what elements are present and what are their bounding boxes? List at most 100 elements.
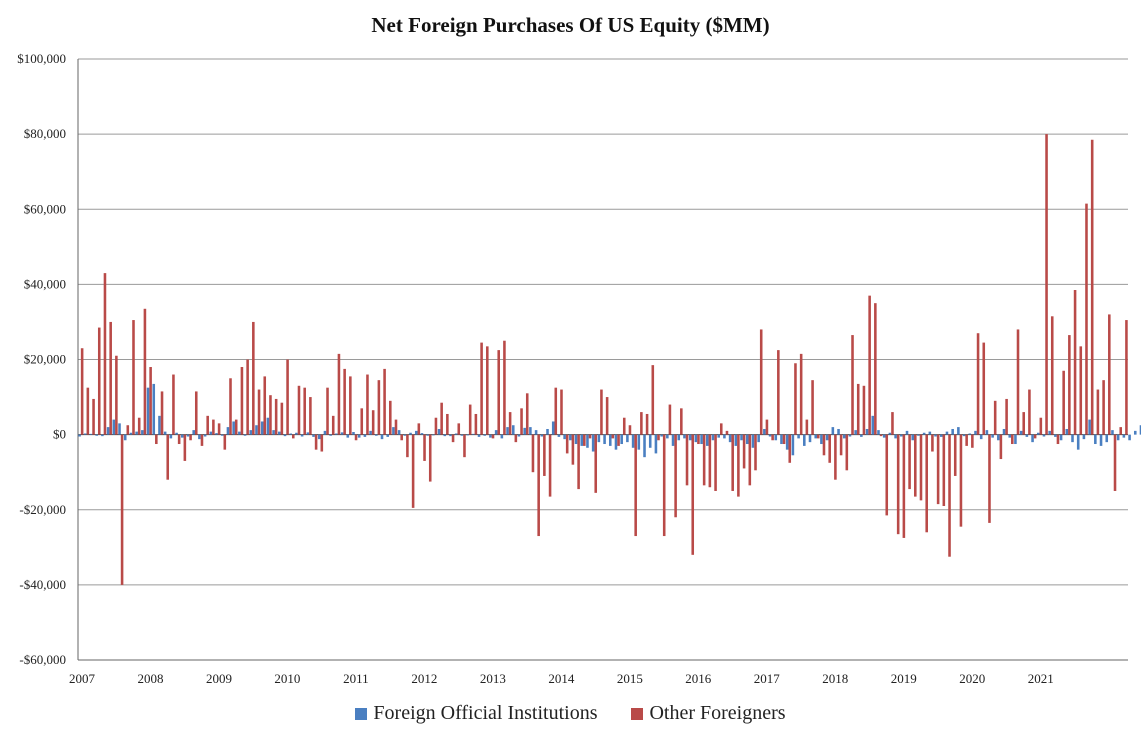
bar-foreign-official xyxy=(1054,434,1057,437)
bar-other-foreigners xyxy=(794,363,797,435)
bar-foreign-official xyxy=(511,425,515,435)
bar-foreign-official xyxy=(597,434,601,443)
chart-title: Net Foreign Purchases Of US Equity ($MM) xyxy=(371,13,770,37)
bar-foreign-official xyxy=(808,434,812,443)
bar-other-foreigners xyxy=(343,368,346,435)
bar-other-foreigners xyxy=(371,410,375,435)
bar-other-foreigners xyxy=(1033,434,1037,439)
bar-foreign-official xyxy=(745,434,749,445)
bar-foreign-official xyxy=(1048,430,1051,435)
bar-other-foreigners xyxy=(742,434,746,469)
bar-other-foreigners xyxy=(486,346,489,435)
bar-other-foreigners xyxy=(697,434,700,445)
bar-other-foreigners xyxy=(771,434,774,441)
bar-foreign-official xyxy=(472,433,475,435)
bar-other-foreigners xyxy=(583,434,586,446)
bar-foreign-official xyxy=(569,434,572,441)
bar-foreign-official xyxy=(249,430,253,435)
x-tick-label: 2018 xyxy=(822,671,848,686)
bar-other-foreigners xyxy=(845,434,849,471)
bar-other-foreigners xyxy=(1108,314,1111,435)
bar-other-foreigners xyxy=(651,365,655,435)
bar-other-foreigners xyxy=(508,412,512,435)
bar-foreign-official xyxy=(106,427,110,435)
bar-other-foreigners xyxy=(337,353,341,435)
bar-foreign-official xyxy=(198,434,201,440)
bar-other-foreigners xyxy=(474,413,478,435)
bar-other-foreigners xyxy=(491,434,495,439)
bar-other-foreigners xyxy=(805,419,809,435)
y-tick-label: $0 xyxy=(53,427,66,442)
legend-label-other-foreigners: Other Foreigners xyxy=(649,702,786,724)
bar-other-foreigners xyxy=(640,412,643,435)
bar-foreign-official xyxy=(643,434,646,458)
bar-other-foreigners xyxy=(748,434,752,486)
bar-foreign-official xyxy=(449,434,452,437)
bar-foreign-official xyxy=(506,427,509,435)
bar-other-foreigners xyxy=(588,434,592,439)
bar-other-foreigners xyxy=(617,434,620,446)
bar-other-foreigners xyxy=(200,434,204,446)
bar-foreign-official xyxy=(968,433,972,435)
bar-other-foreigners xyxy=(605,397,609,435)
bar-foreign-official xyxy=(694,434,698,443)
bar-foreign-official xyxy=(466,434,469,436)
bar-other-foreigners xyxy=(999,434,1003,460)
bar-foreign-official xyxy=(671,434,675,446)
bar-foreign-official xyxy=(985,430,989,435)
bar-foreign-official xyxy=(803,434,806,446)
bar-foreign-official xyxy=(1071,434,1074,443)
bar-foreign-official xyxy=(375,434,378,436)
bar-foreign-official xyxy=(1014,434,1017,445)
bar-other-foreigners xyxy=(115,355,118,435)
bar-foreign-official xyxy=(340,432,344,435)
bar-other-foreigners xyxy=(982,342,986,435)
bar-foreign-official xyxy=(648,434,652,448)
bar-foreign-official xyxy=(529,427,532,435)
bar-other-foreigners xyxy=(320,434,324,452)
bar-other-foreigners xyxy=(965,434,968,446)
x-tick-label: 2020 xyxy=(959,671,985,686)
bar-other-foreigners xyxy=(565,434,569,454)
bar-other-foreigners xyxy=(217,423,221,435)
bar-other-foreigners xyxy=(252,321,255,435)
bar-foreign-official xyxy=(1065,428,1069,435)
bar-foreign-official xyxy=(369,430,372,435)
bar-other-foreigners xyxy=(1011,434,1014,445)
bar-foreign-official xyxy=(974,430,977,435)
bar-foreign-official xyxy=(300,434,304,437)
bar-foreign-official xyxy=(420,433,424,435)
bar-other-foreigners xyxy=(503,340,506,435)
bar-foreign-official xyxy=(939,434,943,437)
bar-other-foreigners xyxy=(925,434,928,533)
bar-other-foreigners xyxy=(269,395,272,435)
bar-foreign-official xyxy=(763,428,766,435)
bar-foreign-official xyxy=(1111,430,1114,435)
bar-foreign-official xyxy=(768,434,772,437)
bar-other-foreigners xyxy=(229,378,232,435)
bar-other-foreigners xyxy=(976,333,980,435)
bar-foreign-official xyxy=(432,434,435,436)
bar-other-foreigners xyxy=(309,397,312,435)
bar-foreign-official xyxy=(888,432,892,435)
bar-other-foreigners xyxy=(811,380,814,435)
bar-foreign-official xyxy=(865,428,869,435)
bar-other-foreigners xyxy=(634,434,637,537)
x-tick-label: 2007 xyxy=(69,671,96,686)
bar-other-foreigners xyxy=(674,434,677,518)
x-tick-label: 2011 xyxy=(343,671,369,686)
bar-foreign-official xyxy=(141,430,144,435)
bar-foreign-official xyxy=(209,431,213,435)
y-tick-label: -$40,000 xyxy=(19,577,66,592)
bar-foreign-official xyxy=(711,434,715,441)
bar-foreign-official xyxy=(534,430,538,435)
bar-other-foreigners xyxy=(1062,370,1065,435)
bar-foreign-official xyxy=(706,434,709,446)
legend-swatch-foreign-official xyxy=(355,707,368,720)
bar-foreign-official xyxy=(586,434,589,448)
bar-foreign-official xyxy=(232,421,235,435)
bar-other-foreigners xyxy=(383,368,386,435)
bar-other-foreigners xyxy=(349,376,352,435)
bar-foreign-official xyxy=(848,434,852,437)
